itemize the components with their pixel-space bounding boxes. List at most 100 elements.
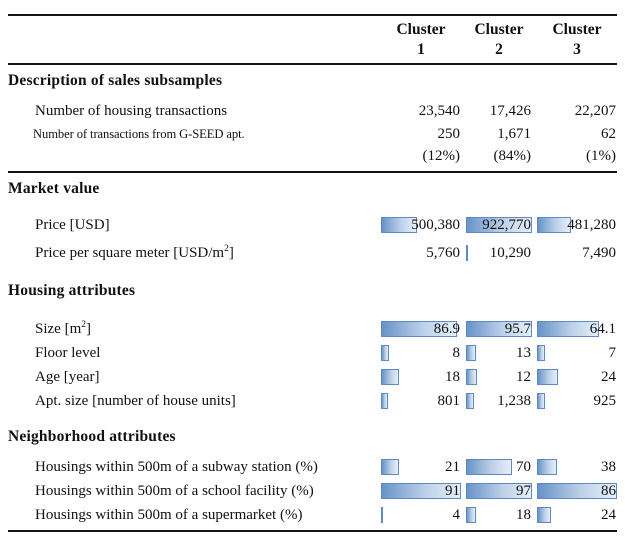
value-cell: 922,770 (466, 213, 532, 237)
cell-value: 500,380 (411, 216, 460, 233)
value-cell: 7,490 (537, 241, 617, 265)
row-label: Price [USD] (35, 216, 110, 233)
cell-value: 5,760 (426, 244, 460, 261)
column-header-number: 2 (495, 40, 503, 58)
section-heading-market-value: Market value (8, 180, 100, 197)
cell-value: 7 (608, 344, 617, 361)
table-row-floor-level: Floor level 8 13 7 (8, 341, 617, 365)
table-row-transactions: Number of housing transactions 23,540 17… (8, 99, 617, 123)
table-row-apt-size: Apt. size [number of house units] 801 1,… (8, 389, 617, 413)
table-row-price: Price [USD] 500,380 922,770 481,280 (8, 213, 617, 237)
value-cell: 91 (381, 479, 461, 503)
cell-value: 18 (445, 368, 460, 385)
data-bar (537, 459, 557, 475)
data-bar (537, 393, 545, 409)
data-bar (537, 369, 558, 385)
column-header-word: Cluster (396, 21, 446, 38)
row-label: Housings within 500m of a supermarket (%… (35, 506, 303, 523)
cell-value: 922,770 (482, 216, 531, 233)
column-header-number: 3 (573, 40, 581, 58)
cell-value: 62 (601, 125, 616, 142)
value-cell: 8 (381, 341, 461, 365)
header-row: Cluster 1 Cluster 2 Cluster 3 (8, 16, 617, 63)
data-bar (537, 345, 545, 361)
value-cell: 17,426 (466, 99, 532, 123)
cell-value: 70 (516, 458, 531, 475)
cell-value: 12 (516, 368, 531, 385)
cluster-statistics-table: Cluster 1 Cluster 2 Cluster 3 Descriptio… (8, 14, 617, 532)
section-heading-neighborhood-attributes: Neighborhood attributes (8, 428, 176, 445)
data-bar (466, 245, 468, 261)
value-cell: 500,380 (381, 213, 461, 237)
value-cell: 23,540 (381, 99, 461, 123)
column-header-number: 1 (417, 40, 425, 58)
data-bar (466, 345, 476, 361)
cell-value: 8 (452, 344, 461, 361)
row-label: Size [m2] (35, 319, 91, 337)
cell-value: 1,238 (497, 392, 531, 409)
cell-value: 925 (593, 392, 617, 409)
top-rule (8, 14, 617, 16)
data-bar (466, 369, 478, 385)
row-label: Housings within 500m of a subway station… (35, 458, 318, 475)
cell-value: 801 (437, 392, 461, 409)
value-cell: 62 (537, 123, 617, 145)
value-cell: 5,760 (381, 241, 461, 265)
table-row-gseed-percentages: (12%) (84%) (1%) (8, 145, 617, 167)
table-row-size: Size [m2] 86.9 95.7 64.1 (8, 317, 617, 341)
column-header-cluster-2: Cluster 2 (466, 20, 532, 59)
bottom-rule (8, 530, 617, 532)
section-rule (8, 171, 617, 173)
column-header-word: Cluster (552, 21, 602, 38)
row-label: Age [year] (35, 368, 100, 385)
cell-value: (84%) (493, 147, 532, 164)
cell-value: 250 (437, 125, 461, 142)
header-rule (8, 63, 617, 65)
cell-value: 17,426 (489, 102, 531, 119)
cell-value: 23,540 (418, 102, 460, 119)
value-cell: 24 (537, 503, 617, 527)
cell-value: (1%) (586, 147, 616, 164)
value-cell: 18 (466, 503, 532, 527)
data-bar (537, 507, 551, 523)
row-label: Number of transactions from G-SEED apt. (33, 126, 245, 141)
column-header-word: Cluster (474, 21, 524, 38)
cell-value: 86.9 (433, 320, 460, 337)
data-bar (381, 369, 399, 385)
value-cell: 21 (381, 455, 461, 479)
data-bar (466, 217, 532, 233)
row-label: Number of housing transactions (35, 102, 228, 119)
cell-value: 22,207 (574, 102, 616, 119)
value-cell: 481,280 (537, 213, 617, 237)
cell-value: 95.7 (504, 320, 531, 337)
data-bar (466, 321, 532, 337)
cell-value: 97 (516, 482, 531, 499)
data-bar (381, 483, 461, 499)
row-label: Floor level (35, 344, 101, 361)
data-bar (466, 507, 476, 523)
value-cell: (12%) (381, 145, 461, 167)
cell-value: 91 (445, 482, 460, 499)
data-bar (537, 321, 600, 337)
value-cell: 86.9 (381, 317, 461, 341)
data-bar (466, 459, 512, 475)
table-row-gseed-transactions: Number of transactions from G-SEED apt. … (8, 123, 617, 145)
cell-value: 38 (601, 458, 616, 475)
value-cell: 18 (381, 365, 461, 389)
cell-value: 10,290 (489, 244, 531, 261)
table-row-supermarket: Housings within 500m of a supermarket (%… (8, 503, 617, 527)
data-bar (381, 393, 389, 409)
data-bar (381, 321, 457, 337)
cell-value: 13 (516, 344, 531, 361)
cell-value: 7,490 (582, 244, 616, 261)
value-cell: 10,290 (466, 241, 532, 265)
table-row-school: Housings within 500m of a school facilit… (8, 479, 617, 503)
value-cell: 925 (537, 389, 617, 413)
value-cell: 801 (381, 389, 461, 413)
value-cell: 24 (537, 365, 617, 389)
row-label: Price per square meter [USD/m2] (35, 243, 234, 261)
cell-value: 1,671 (497, 125, 531, 142)
cell-value: 24 (601, 506, 616, 523)
value-cell: 22,207 (537, 99, 617, 123)
value-cell: 64.1 (537, 317, 617, 341)
